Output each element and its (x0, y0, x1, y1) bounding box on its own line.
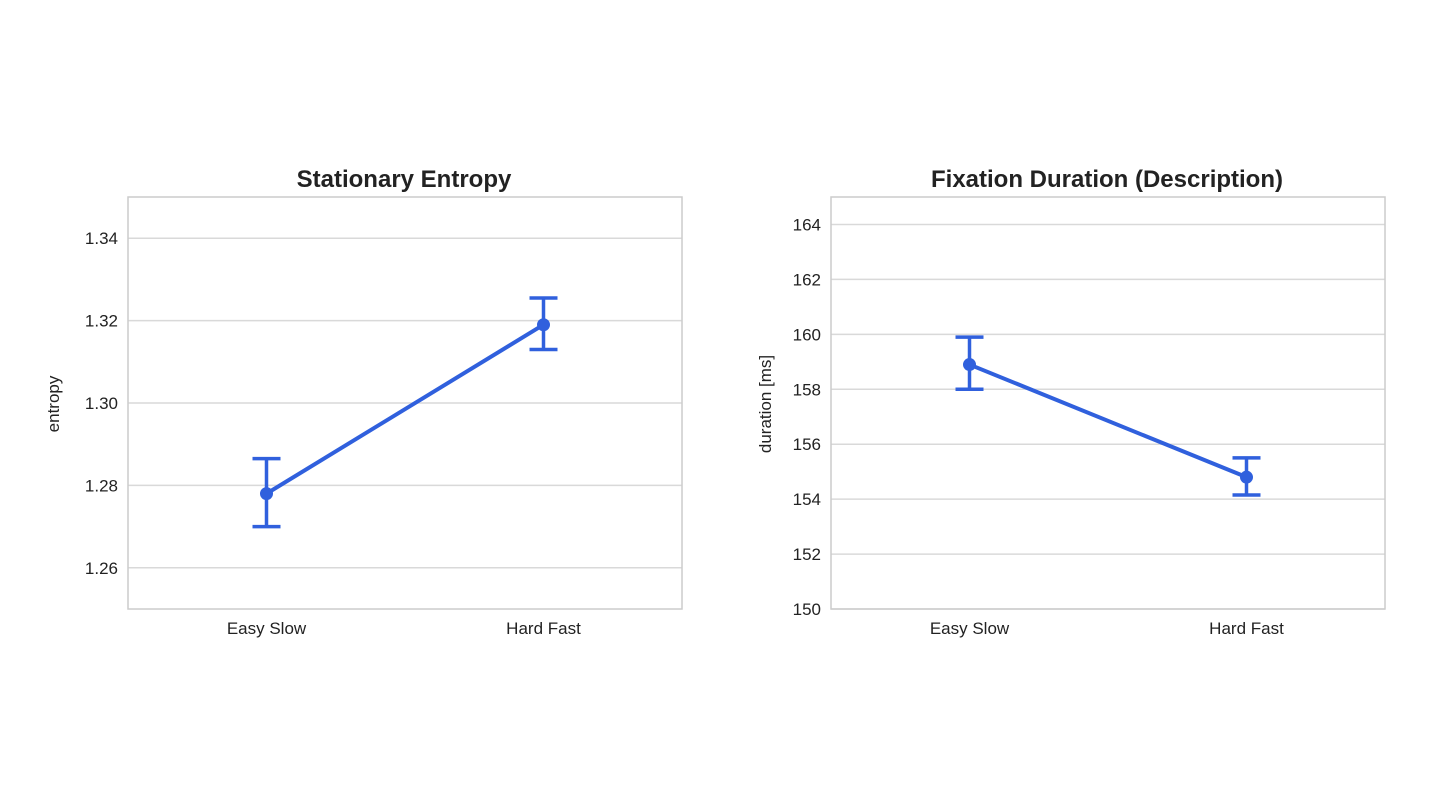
plot-area: 1.26 1.28 1.30 1.32 1.34 Easy Slow Hard Fast (85, 196, 683, 638)
data-point (537, 318, 550, 332)
chart-title: Fixation Duration (Description) (931, 166, 1283, 193)
y-tick-label: 1.34 (85, 229, 118, 248)
y-tick-label: 150 (793, 600, 821, 619)
y-tick-label: 1.26 (85, 559, 118, 578)
x-tick-label: Hard Fast (506, 619, 581, 638)
x-tick-label: Hard Fast (1209, 619, 1284, 638)
plot-frame (830, 196, 1386, 610)
y-tick-label: 164 (793, 215, 821, 234)
data-point (1240, 470, 1253, 484)
plot-area: 150 152 154 156 158 160 162 164 Easy Slow Hard Fa… (793, 196, 1386, 638)
data-point (963, 358, 976, 372)
chart-fixation-duration: Fixation Duration (Description) duration… (756, 166, 1386, 638)
y-axis-label: entropy (44, 375, 63, 432)
data-point (260, 487, 273, 501)
y-tick-label: 154 (793, 490, 821, 509)
y-tick-label: 152 (793, 545, 821, 564)
y-tick-label: 162 (793, 270, 821, 289)
y-axis-label: duration [ms] (756, 355, 775, 453)
x-tick-label: Easy Slow (227, 619, 307, 638)
x-tick-label: Easy Slow (930, 619, 1010, 638)
y-tick-label: 158 (793, 380, 821, 399)
series-line (967, 362, 1249, 480)
y-tick-label: 160 (793, 325, 821, 344)
y-tick-label: 1.32 (85, 312, 118, 331)
y-tick-label: 156 (793, 435, 821, 454)
chart-stationary-entropy: Stationary Entropy entropy 1.261.281.301… (44, 166, 683, 638)
series-line (264, 322, 546, 496)
y-tick-label: 1.28 (85, 476, 118, 495)
plot-frame (127, 196, 683, 610)
y-tick-label: 1.30 (85, 394, 118, 413)
chart-title: Stationary Entropy (297, 166, 512, 193)
